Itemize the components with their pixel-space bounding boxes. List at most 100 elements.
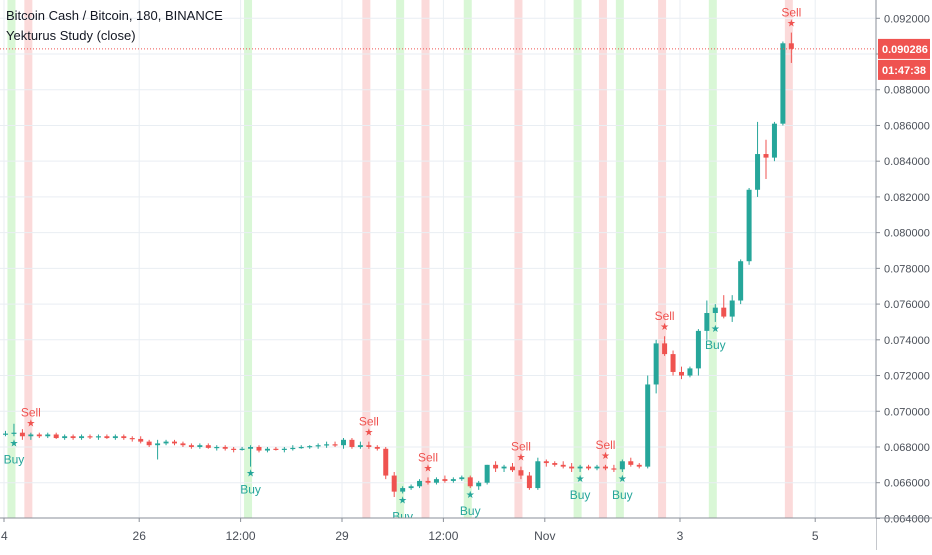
- candle-body: [391, 475, 397, 492]
- candle-body: [383, 448, 389, 476]
- price-tick-label: 0.078000: [884, 263, 930, 275]
- candle-down: [146, 439, 152, 447]
- candle-body: [53, 434, 59, 439]
- candle-body: [324, 444, 330, 446]
- sell-band: [514, 0, 523, 518]
- candle-body: [3, 433, 8, 435]
- buy-label: Buy: [612, 488, 633, 502]
- sell-label: Sell: [359, 415, 379, 429]
- candle-body: [112, 436, 118, 439]
- candle-body: [552, 463, 558, 465]
- candles: [3, 32, 794, 497]
- buy-signal: ★ Buy: [612, 474, 633, 502]
- candle-body: [19, 432, 25, 437]
- candle-body: [560, 464, 566, 467]
- candle-body: [146, 441, 152, 446]
- candle-up: [341, 438, 346, 449]
- candle-down: [19, 429, 25, 440]
- candle-down: [636, 463, 642, 469]
- candle-up: [619, 459, 625, 472]
- candle-up: [28, 432, 34, 440]
- candle-body: [695, 330, 701, 369]
- price-tick-label: 0.092000: [884, 13, 930, 25]
- buy-label: Buy: [570, 488, 591, 502]
- candle-body: [28, 434, 34, 437]
- countdown-timer: 01:47:38: [882, 65, 926, 77]
- candle-body: [738, 261, 744, 301]
- candle-down: [586, 464, 592, 471]
- study-title[interactable]: Yekturus Study (close): [6, 28, 136, 43]
- price-tick-label: 0.072000: [884, 371, 930, 383]
- time-tick-label: 12:00: [226, 529, 256, 543]
- last-price-badge-bg: [878, 38, 930, 59]
- candle-up: [704, 300, 710, 340]
- candle-body: [62, 436, 68, 439]
- candle-down: [560, 461, 566, 469]
- candle-down: [332, 441, 338, 447]
- candle-body: [518, 470, 524, 476]
- candle-down: [273, 446, 279, 451]
- price-tick-label: 0.088000: [884, 85, 930, 97]
- candle-body: [535, 461, 541, 489]
- buy-band: [708, 0, 717, 518]
- candle-up: [95, 434, 101, 440]
- candle-body: [501, 466, 507, 469]
- candle-down: [138, 436, 144, 444]
- candle-down: [611, 464, 617, 472]
- candle-body: [459, 477, 465, 480]
- candle-body: [493, 464, 499, 469]
- candle-up: [197, 443, 203, 449]
- candle-body: [45, 434, 51, 437]
- candle-down: [493, 461, 499, 472]
- candle-up: [155, 439, 161, 460]
- candle-body: [780, 43, 786, 124]
- sell-star-icon: ★: [424, 463, 433, 474]
- candle-body: [577, 466, 583, 469]
- candle-body: [755, 154, 761, 190]
- time-tick-label: Nov: [534, 529, 555, 543]
- candle-up: [214, 445, 220, 451]
- buy-star-icon: ★: [9, 438, 18, 449]
- sell-signal: ★Sell: [781, 6, 801, 30]
- candle-body: [332, 444, 338, 446]
- candle-body: [645, 384, 651, 467]
- candle-down: [552, 461, 558, 467]
- candle-up: [501, 464, 507, 472]
- buy-label: Buy: [4, 452, 25, 466]
- candle-up: [780, 41, 786, 126]
- candle-body: [788, 43, 794, 49]
- signal-bands: [7, 0, 793, 518]
- candle-body: [231, 448, 237, 450]
- candle-body: [526, 475, 532, 489]
- candle-body: [670, 354, 676, 372]
- candle-body: [315, 445, 321, 447]
- sell-band: [598, 0, 607, 518]
- candle-down: [129, 436, 135, 442]
- candle-up: [417, 479, 423, 489]
- sell-star-icon: ★: [26, 419, 35, 430]
- candle-body: [594, 466, 600, 469]
- candle-down: [679, 366, 684, 380]
- grid-lines: [0, 0, 876, 518]
- time-tick-label: 26: [133, 529, 147, 543]
- candle-up: [307, 445, 313, 449]
- candle-body: [290, 447, 296, 450]
- candle-body: [341, 439, 346, 446]
- symbol-title[interactable]: Bitcoin Cash / Bitcoin, 180, BINANCE: [6, 8, 223, 23]
- candle-body: [281, 448, 287, 450]
- candle-body: [197, 445, 203, 447]
- candle-body: [172, 441, 177, 444]
- buy-star-icon: ★: [711, 324, 720, 335]
- candle-down: [104, 434, 110, 439]
- candle-up: [459, 475, 465, 481]
- countdown-badge-bg: [878, 59, 930, 80]
- candle-body: [425, 480, 431, 483]
- candle-down: [366, 441, 372, 449]
- time-tick-label: 29: [335, 529, 349, 543]
- candle-up: [484, 464, 490, 485]
- candle-up: [45, 432, 51, 439]
- buy-band: [7, 0, 16, 518]
- candle-body: [417, 480, 423, 487]
